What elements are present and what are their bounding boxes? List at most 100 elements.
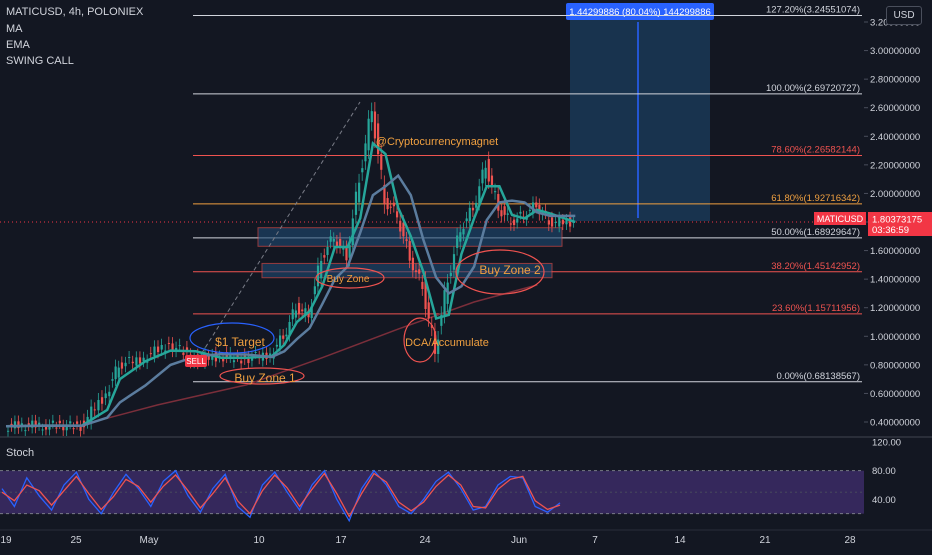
y-tick-label-4: 1.20000000 [870,303,920,314]
candle [20,423,23,426]
candle [373,111,377,139]
indicator-ma[interactable]: MA [6,23,23,35]
y-tick-label-3: 1.00000000 [870,332,920,343]
sell-tag-bg [185,355,207,367]
candle [185,347,189,353]
candle [304,308,307,317]
candle [69,421,72,424]
candle [452,254,456,270]
price-axis-panel [864,0,932,550]
candle [153,346,156,357]
y-tick-label-11: 2.60000000 [870,103,920,114]
annotation-buy-zone-2: Buy Zone 2 [479,263,541,277]
candle [285,334,288,337]
indicator-swing-call[interactable]: SWING CALL [6,55,74,67]
candle [307,310,310,318]
candle [108,391,111,397]
candle [48,425,51,430]
candle [31,420,34,428]
candle [348,245,351,258]
candle [531,202,535,213]
candle [86,416,89,422]
candle [561,219,564,225]
candle [34,420,37,428]
candle [65,425,68,431]
candle [182,352,185,355]
candle [402,222,405,237]
candle [430,325,433,328]
x-tick-label-7: 7 [592,535,598,546]
symbol-title: MATICUSD, 4h, POLONIEX [6,6,144,18]
x-tick-label-10: 28 [844,535,856,546]
candle [211,354,214,360]
candle [433,331,437,354]
candle [462,229,465,235]
candle [471,207,475,211]
dca-ellipse [403,317,437,363]
y-tick-label-0: 0.40000000 [870,418,920,429]
long-ma-line [81,284,538,426]
candle [411,257,414,271]
candle [93,409,96,411]
candle [100,397,104,404]
candle [17,421,20,429]
candle [114,366,117,380]
candle [178,345,181,347]
indicator-ema[interactable]: EMA [6,39,30,51]
price-tag-bg[interactable] [868,212,932,236]
candle [7,430,10,432]
y-tick-label-2: 0.80000000 [870,360,920,371]
candle [310,306,313,319]
candle [13,421,17,429]
candle [104,393,107,399]
candle [342,247,345,250]
candle [389,206,392,208]
y-tick-label-8: 2.00000000 [870,189,920,200]
x-tick-label-2: May [140,535,159,546]
candle [478,186,481,203]
stoch-tick-0: 120.00 [872,438,901,449]
annotation-target: $1 Target [215,335,265,349]
stoch-line-1 [1,472,561,518]
candle [345,247,348,261]
candle [41,429,44,431]
stoch-title: Stoch [6,447,35,459]
x-tick-label-1: 25 [70,535,82,546]
candle [440,314,443,326]
fib-label-7: 127.20%(3.24551074) [766,4,860,15]
candle [332,238,335,242]
fib-label-4: 61.80%(1.92716342) [771,193,860,204]
candle [569,217,572,227]
fib-label-3: 50.00%(1.68929647) [771,227,860,238]
candle [354,191,358,215]
candle [291,309,294,320]
candle [351,218,354,246]
candle [399,220,402,232]
candle [506,213,509,215]
buy-zone-ellipse [315,267,385,289]
candle [222,358,225,362]
currency-button[interactable]: USD [886,6,922,25]
candle [236,355,239,357]
candle [392,202,396,207]
candle [160,344,163,350]
annotation-buy-zone: Buy Zone [327,274,370,285]
buy-zone-1-ellipse [219,367,305,385]
candle [421,281,424,290]
candle [386,198,389,210]
candle [301,309,304,312]
candle [535,202,538,208]
candle [135,357,138,366]
candle [10,423,13,427]
candle [51,420,55,423]
candle [395,211,399,218]
y-tick-label-5: 1.40000000 [870,275,920,286]
candle [156,346,160,353]
candle [494,191,497,193]
candle [269,353,272,357]
candle [490,175,494,187]
candle [278,335,282,348]
symbol-tag-bg [814,212,866,225]
